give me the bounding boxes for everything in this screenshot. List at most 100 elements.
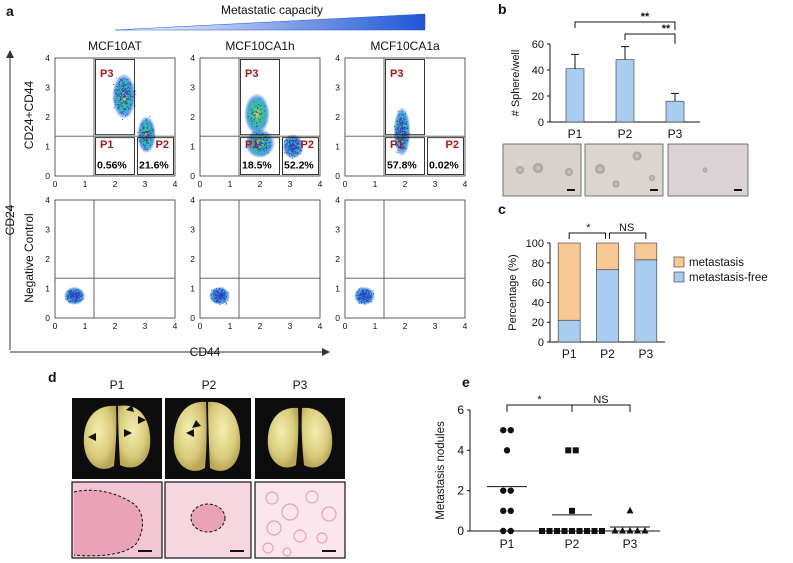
cell-event bbox=[293, 153, 295, 155]
scale-bar-p2 bbox=[650, 189, 658, 191]
cell-event bbox=[286, 143, 288, 145]
cell-event bbox=[248, 141, 250, 143]
cell-event bbox=[361, 299, 363, 302]
y-tick-label: 2 bbox=[45, 254, 50, 264]
cell-event bbox=[69, 290, 71, 292]
cell-event bbox=[255, 105, 257, 107]
cell-event bbox=[142, 123, 144, 125]
cell-event bbox=[252, 145, 254, 147]
cell-event bbox=[398, 126, 401, 128]
cell-event bbox=[73, 301, 75, 303]
cell-event bbox=[398, 115, 400, 117]
cell-event bbox=[363, 291, 365, 293]
lung-photos bbox=[72, 398, 345, 479]
cell-event bbox=[211, 297, 213, 299]
cell-event bbox=[125, 78, 127, 80]
cell-event bbox=[147, 141, 149, 143]
cell-event bbox=[124, 89, 126, 91]
cell-event bbox=[291, 150, 293, 152]
gate-p2 bbox=[427, 137, 464, 175]
cell-event bbox=[294, 145, 296, 147]
cell-event bbox=[260, 141, 262, 143]
cell-event bbox=[357, 295, 359, 297]
cell-event bbox=[219, 298, 221, 300]
cell-event bbox=[121, 90, 123, 93]
cell-event bbox=[147, 138, 149, 140]
cell-event bbox=[121, 80, 123, 82]
panel-letter-d: d bbox=[48, 369, 57, 385]
cell-event bbox=[144, 131, 146, 133]
bar bbox=[565, 68, 585, 123]
y-tick-label: 2 bbox=[335, 254, 340, 264]
cell-event bbox=[295, 141, 297, 143]
y-tick-label: 20 bbox=[532, 317, 544, 329]
significance-label: * bbox=[537, 394, 542, 406]
cell-event bbox=[401, 113, 403, 115]
cell-event bbox=[150, 138, 152, 140]
cell-event bbox=[360, 299, 362, 301]
cell-event bbox=[403, 118, 405, 120]
x-tick-label: P1 bbox=[500, 537, 515, 551]
cell-event bbox=[119, 85, 121, 87]
cell-event bbox=[366, 297, 368, 299]
cell-event bbox=[74, 293, 76, 296]
cell-event bbox=[251, 123, 253, 125]
cell-event bbox=[402, 128, 404, 130]
stacked-bar-segment bbox=[596, 242, 619, 271]
cell-event bbox=[263, 142, 265, 144]
cell-event bbox=[360, 302, 362, 304]
cell-event bbox=[115, 93, 118, 95]
cell-event bbox=[370, 295, 372, 297]
cell-event bbox=[359, 295, 361, 297]
lung-p2-right-lobe bbox=[208, 401, 241, 471]
gate-label-p2: P2 bbox=[301, 139, 314, 151]
cell-event bbox=[358, 289, 360, 291]
legend-swatch bbox=[673, 256, 685, 268]
cell-event bbox=[398, 126, 400, 128]
cell-event bbox=[126, 113, 128, 115]
cell-event bbox=[257, 139, 259, 141]
y-tick-label: 0 bbox=[45, 171, 50, 181]
cell-event bbox=[122, 105, 124, 107]
x-tick-label: 0 bbox=[198, 321, 203, 331]
data-point bbox=[565, 447, 572, 454]
cell-event bbox=[403, 146, 405, 148]
lung-label-p1: P1 bbox=[110, 378, 125, 392]
x-tick-label: 0 bbox=[343, 321, 348, 331]
cell-event bbox=[368, 291, 370, 293]
cell-event bbox=[363, 294, 365, 296]
x-tick-label: 0 bbox=[53, 321, 58, 331]
cell-event bbox=[218, 295, 220, 297]
cell-event bbox=[404, 129, 406, 131]
cell-event bbox=[395, 127, 397, 129]
cell-event bbox=[216, 293, 218, 295]
cell-event bbox=[250, 117, 253, 119]
x-axis-label-cd44: CD44 bbox=[190, 345, 221, 359]
y-tick-label: 100 bbox=[526, 238, 544, 250]
cell-event bbox=[71, 290, 73, 292]
cell-event bbox=[79, 300, 81, 302]
cell-event bbox=[121, 102, 124, 104]
cell-event bbox=[287, 148, 289, 150]
scale-bar-p3 bbox=[734, 189, 742, 191]
x-tick-label: 1 bbox=[228, 321, 233, 331]
cell-event bbox=[118, 108, 120, 110]
lung-label-p2: P2 bbox=[202, 378, 217, 392]
y-tick-label: 0 bbox=[335, 171, 340, 181]
cell-event bbox=[265, 142, 267, 144]
cell-event bbox=[401, 110, 403, 113]
cell-event bbox=[126, 90, 128, 92]
cell-event bbox=[257, 107, 259, 109]
cell-event bbox=[261, 117, 263, 119]
cell-event bbox=[119, 96, 121, 98]
cell-event bbox=[405, 139, 407, 141]
cell-event bbox=[144, 133, 146, 135]
data-point bbox=[619, 527, 626, 534]
cell-event bbox=[293, 145, 295, 147]
cell-event bbox=[400, 121, 402, 123]
cell-event bbox=[402, 119, 404, 121]
cell-event bbox=[293, 143, 295, 146]
cell-event bbox=[256, 143, 258, 145]
cell-event bbox=[224, 292, 226, 294]
cell-event bbox=[69, 292, 71, 294]
